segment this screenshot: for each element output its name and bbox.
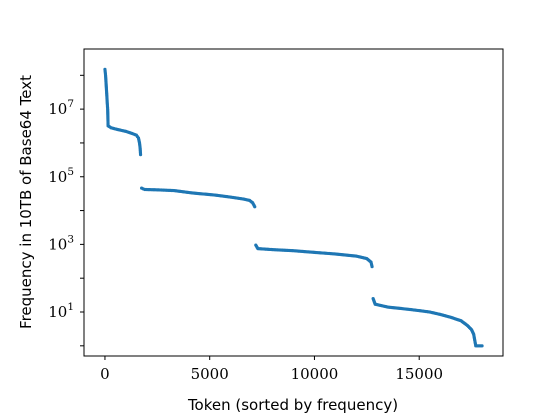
y-tick-label: 103 (48, 233, 74, 253)
data-point (253, 205, 257, 209)
data-point (480, 344, 484, 348)
x-tick-label: 10000 (291, 365, 339, 383)
y-tick-label: 105 (48, 166, 74, 186)
data-point (138, 153, 143, 157)
data-point (370, 265, 374, 269)
y-tick-label: 101 (48, 301, 74, 321)
x-tick-label: 15000 (395, 365, 443, 383)
data-points (103, 67, 484, 348)
x-axis-ticks: 0 5000 10000 15000 (100, 356, 443, 383)
y-axis-label: Frequency in 10TB of Base64 Text (17, 75, 35, 329)
x-axis-label: Token (sorted by frequency) (187, 396, 398, 414)
y-axis-ticks: 101 103 105 107 (48, 74, 84, 347)
x-tick-label: 5000 (191, 365, 229, 383)
y-tick-label: 107 (48, 98, 74, 118)
x-tick-label: 0 (100, 365, 110, 383)
plot-frame (83, 48, 504, 357)
